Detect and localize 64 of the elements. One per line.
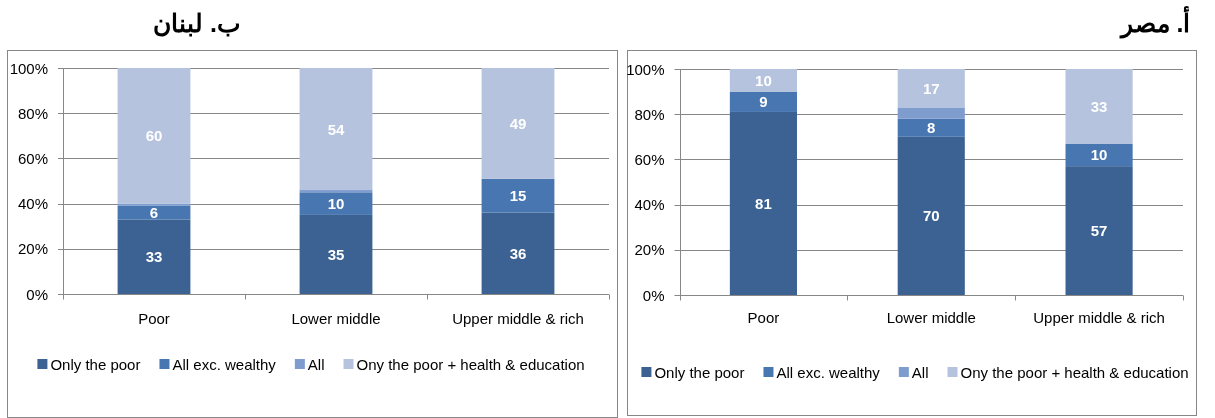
bar: [729, 69, 797, 92]
y-tick-label: 20%: [634, 241, 665, 259]
legend-label: Ony the poor + health & education: [960, 363, 1189, 381]
y-tick-label: 60%: [17, 149, 48, 167]
x-tick-label: Poor: [747, 308, 780, 326]
data-label: 35: [327, 245, 345, 263]
bar: [117, 68, 191, 204]
bar: [729, 91, 797, 112]
bar: [299, 192, 373, 215]
data-label: 10: [755, 71, 772, 89]
data-label: 81: [755, 194, 772, 212]
data-label: 6: [149, 204, 159, 222]
bar: [481, 212, 555, 294]
y-tick-label: 20%: [17, 240, 48, 258]
data-label: 8: [927, 119, 936, 137]
legend-label: All exc. wealthy: [776, 363, 881, 381]
data-label: 36: [509, 244, 527, 262]
data-label: 60: [145, 127, 163, 145]
data-label: 9: [759, 93, 768, 111]
data-label: 57: [1090, 222, 1108, 240]
y-tick-label: 80%: [17, 104, 48, 122]
y-tick-label: 100%: [626, 60, 665, 78]
x-tick-label: Upper middle & rich: [452, 309, 584, 327]
data-label: 15: [509, 187, 527, 205]
y-tick-label: 40%: [634, 196, 665, 214]
y-tick-label: 40%: [17, 195, 48, 213]
data-label: 49: [509, 114, 527, 132]
bar: [481, 68, 555, 179]
bar: [729, 111, 797, 295]
bar: [1065, 143, 1133, 167]
bar: [117, 219, 191, 294]
bar: [897, 118, 965, 137]
y-tick-label: 0%: [642, 286, 665, 304]
y-tick-label: 80%: [634, 105, 665, 123]
legend-label: Only the poor: [654, 363, 745, 381]
data-label: 10: [1090, 146, 1108, 164]
legend-label: All exc. wealthy: [172, 355, 277, 373]
bar: [299, 68, 373, 191]
legend-label: Ony the poor + health & education: [356, 355, 585, 373]
x-tick-label: Poor: [138, 309, 170, 327]
y-tick-label: 100%: [9, 59, 48, 77]
data-label: 54: [327, 120, 345, 138]
bar: [897, 107, 965, 119]
data-label: 33: [1090, 97, 1108, 115]
chart-title: ب. لبنان: [153, 9, 241, 37]
legend-label: All: [911, 363, 929, 381]
y-tick-label: 60%: [634, 150, 665, 168]
bar: [1065, 166, 1133, 295]
chart-title: أ. مصر: [1118, 5, 1191, 39]
bar: [1065, 69, 1133, 144]
legend-label: All: [307, 355, 325, 373]
y-tick-label: 0%: [26, 285, 48, 303]
data-label: 10: [327, 195, 345, 213]
data-label: 33: [145, 248, 163, 266]
bar: [481, 178, 555, 213]
bar: [897, 69, 965, 108]
x-tick-label: Lower middle: [291, 309, 381, 327]
x-tick-label: Upper middle & rich: [1033, 308, 1165, 326]
bar: [897, 136, 965, 295]
bar: [299, 214, 373, 294]
legend-label: Only the poor: [50, 355, 141, 373]
data-label: 17: [922, 79, 940, 97]
x-tick-label: Lower middle: [886, 308, 976, 326]
data-label: 70: [922, 207, 940, 225]
